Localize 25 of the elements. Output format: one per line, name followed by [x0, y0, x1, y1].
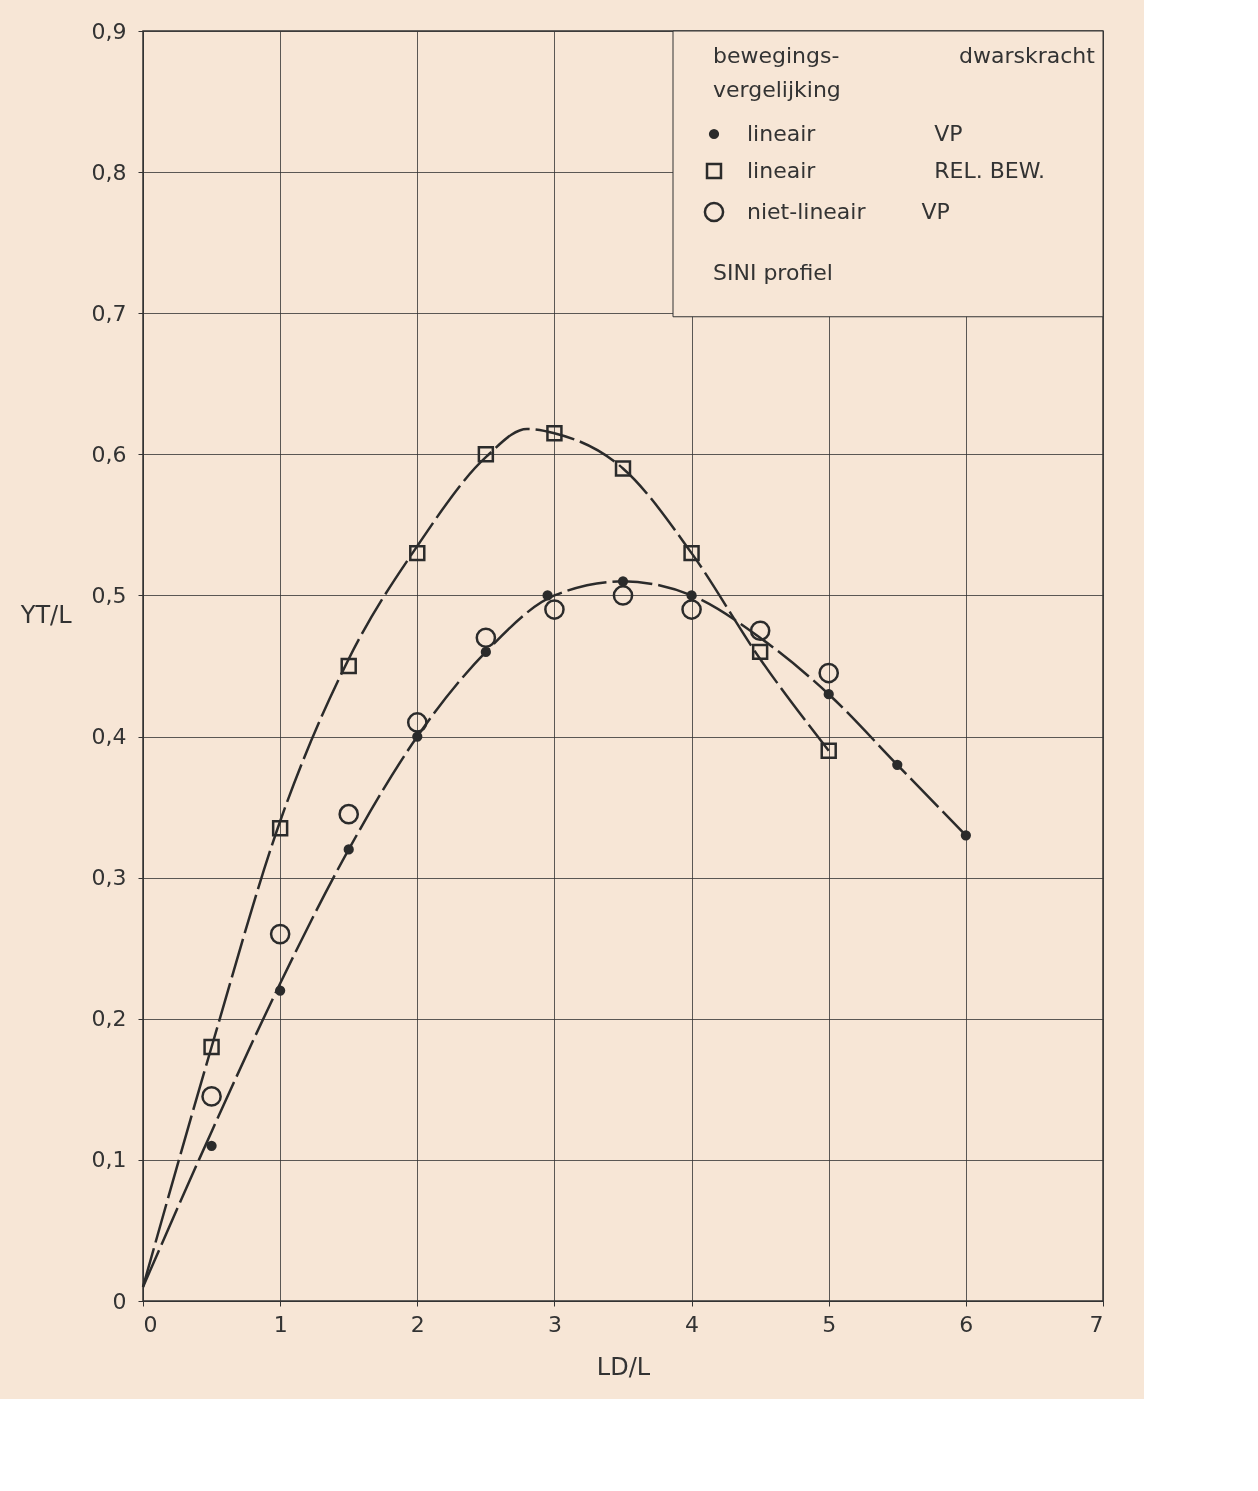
- x-tick-label: 2: [410, 1311, 425, 1337]
- y-tick-label: 0,8: [91, 159, 127, 185]
- y-tick-label: 0,5: [91, 582, 127, 608]
- x-tick-label: 3: [547, 1311, 562, 1337]
- y-tick-label: 0,9: [91, 18, 127, 44]
- y-tick-label: 0,2: [91, 1006, 127, 1032]
- y-tick-label: 0,6: [91, 441, 127, 467]
- y-tick-label: 0,4: [91, 724, 127, 750]
- legend-label: lineair VP: [747, 121, 963, 146]
- text: bewegings-vergelijking dwarskracht: [713, 43, 1095, 102]
- x-tick-label: 6: [959, 1311, 974, 1337]
- y-axis-title: YT/L: [19, 600, 73, 629]
- x-tick-label: 4: [685, 1311, 700, 1337]
- y-tick-label: 0: [112, 1288, 127, 1314]
- legend-label: niet-lineair VP: [747, 199, 950, 224]
- legend-label: lineair REL. BEW.: [747, 158, 1045, 183]
- x-tick-label: 0: [143, 1311, 158, 1337]
- x-tick-label: 7: [1089, 1311, 1104, 1337]
- y-tick-label: 0,1: [91, 1147, 127, 1173]
- x-tick-label: 1: [273, 1311, 288, 1337]
- x-tick-label: 5: [822, 1311, 837, 1337]
- annotation: SINI profiel: [713, 259, 833, 285]
- x-axis-title: LD/L: [596, 1352, 651, 1381]
- y-tick-label: 0,3: [91, 865, 127, 891]
- y-tick-label: 0,7: [91, 300, 127, 326]
